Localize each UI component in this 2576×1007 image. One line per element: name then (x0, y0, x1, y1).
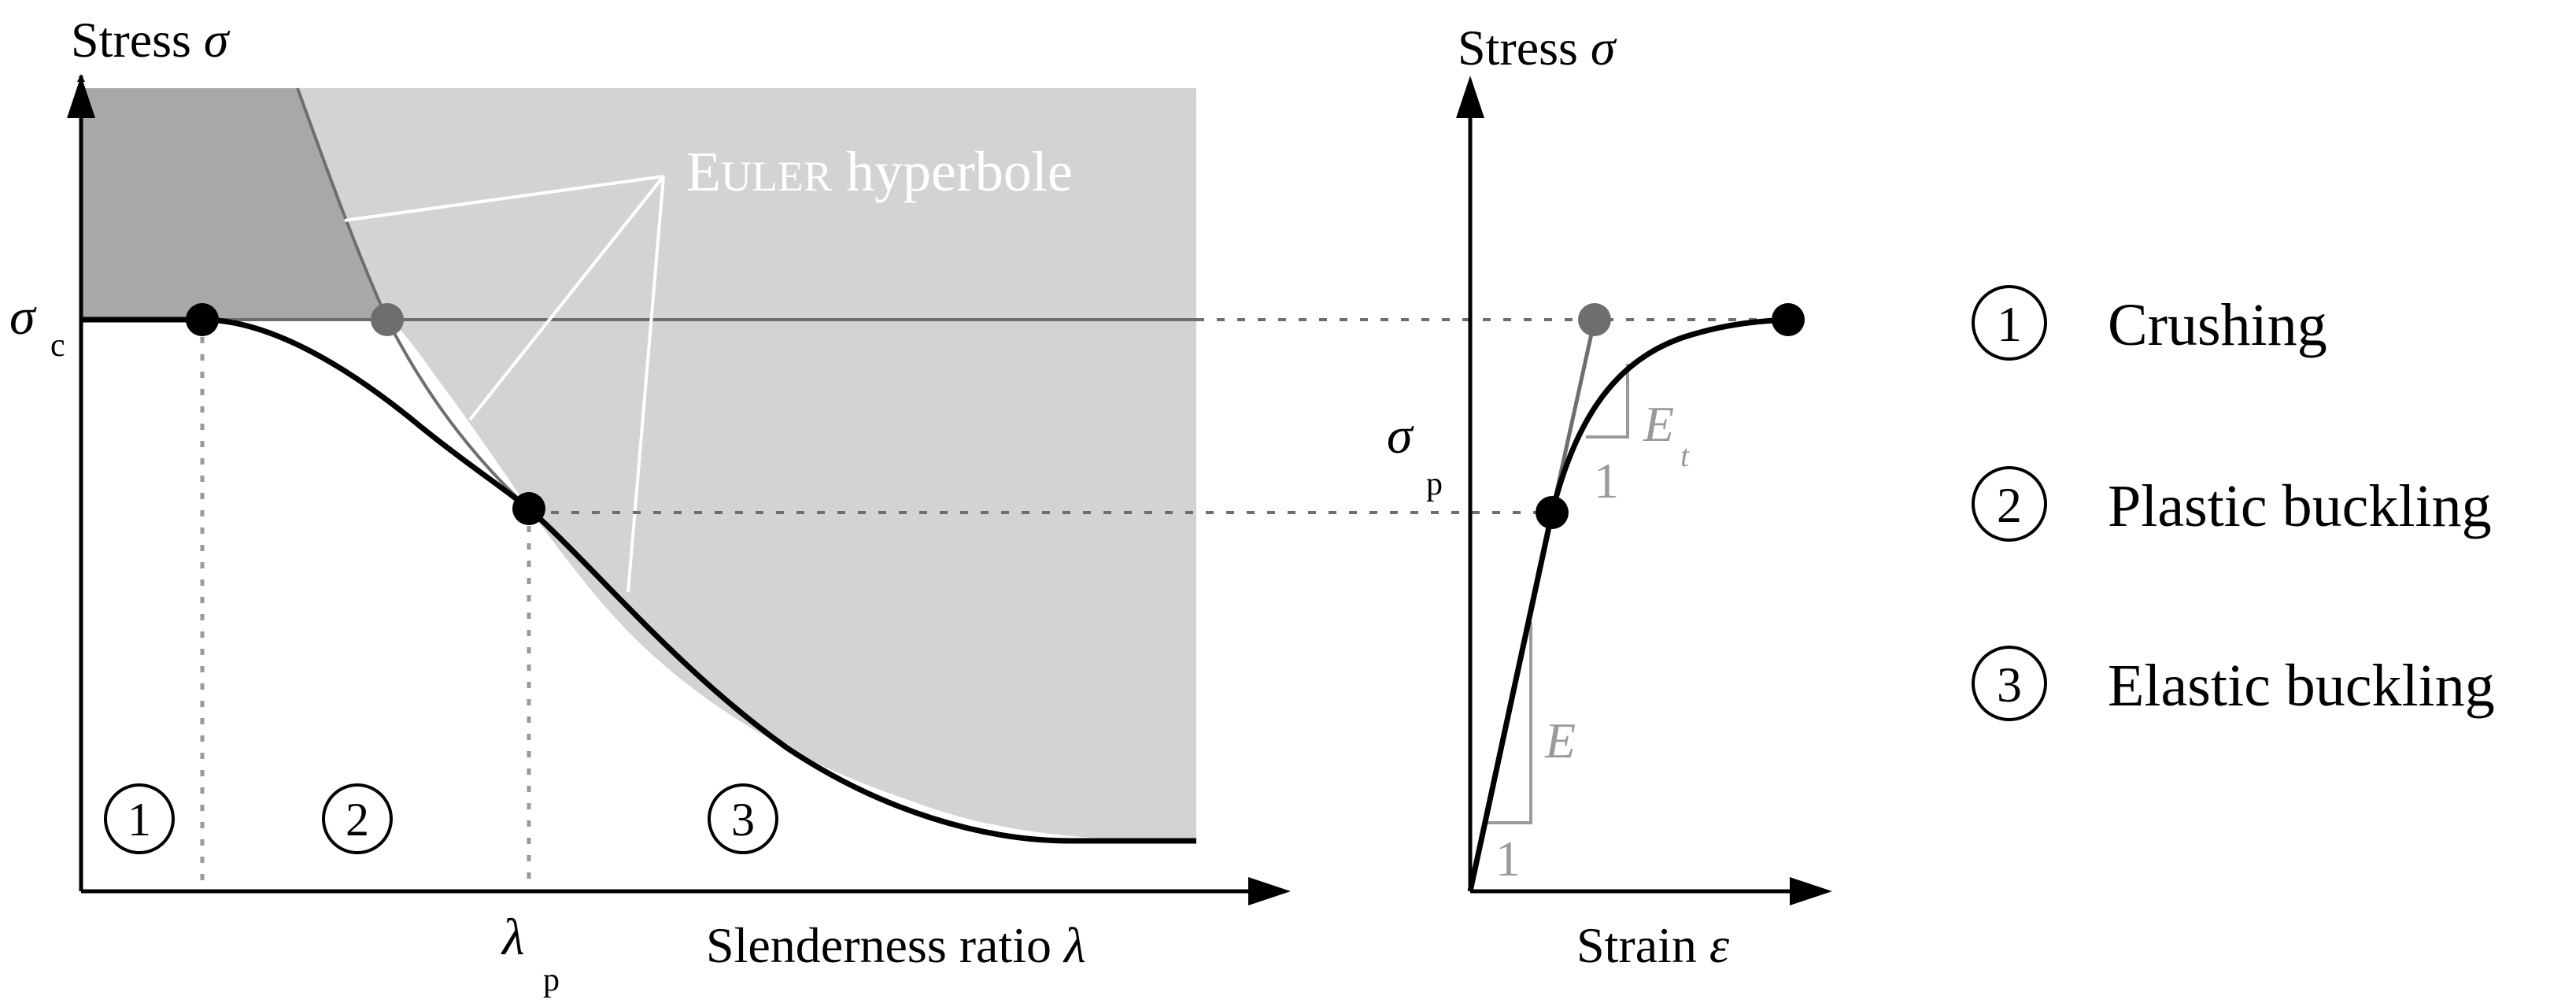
buckling-region-fill (298, 88, 1196, 841)
svg-text:1: 1 (128, 794, 151, 846)
svg-text:1: 1 (1997, 296, 2022, 352)
stress-strain-curve (1467, 317, 1789, 892)
left-y-axis-label: Stress σ (71, 12, 231, 68)
svg-text:2: 2 (346, 794, 369, 846)
svg-text:3: 3 (731, 794, 755, 846)
right-y-axis-label: Stress σ (1458, 20, 1617, 76)
legend-item-elastic-buckling: 3 Elastic buckling (1972, 646, 2495, 721)
legend-item-plastic-buckling: 2 Plastic buckling (1972, 466, 2492, 542)
left-y-axis-arrowhead (67, 76, 95, 118)
right-x-axis-label: Strain ε (1576, 917, 1730, 973)
tangent-slope-run-label: 1 (1594, 453, 1619, 509)
legend-label-elastic-buckling: Elastic buckling (2108, 653, 2495, 719)
legend: 1 Crushing 2 Plastic buckling 3 Elastic … (1972, 285, 2495, 721)
legend-item-crushing: 1 Crushing (1972, 285, 2327, 361)
left-diagram: Stress σ σ c EULER hyperbole λ p Slender… (9, 12, 1788, 998)
region-marker-1: 1 (104, 783, 175, 854)
tangent-modulus-subscript: t (1680, 438, 1690, 473)
elastic-slope-triangle (1484, 622, 1532, 824)
region-marker-2: 2 (322, 783, 393, 854)
legend-label-crushing: Crushing (2108, 292, 2327, 358)
elastic-slope-run-label: 1 (1495, 831, 1521, 887)
svg-text:2: 2 (1997, 477, 2022, 533)
euler-intersection-point (371, 303, 404, 336)
sigma-c-label: σ (9, 288, 37, 346)
right-diagram: E 1 E t 1 Stress σ σ p Strain ε (1387, 20, 1832, 973)
svg-text:3: 3 (1997, 657, 2022, 713)
crushing-strength-point (1772, 303, 1805, 336)
right-y-axis-arrowhead (1456, 76, 1484, 118)
tangent-intersection-point (1578, 303, 1611, 336)
lambda-p-subscript: p (543, 962, 560, 998)
legend-label-plastic-buckling: Plastic buckling (2108, 473, 2492, 539)
euler-label-pointers (344, 175, 665, 593)
elastic-modulus-label: E (1544, 713, 1576, 768)
right-x-axis-arrowhead (1790, 877, 1832, 905)
proportional-limit-point (1536, 496, 1569, 529)
lambda-p-label: λ (501, 909, 525, 966)
sigma-p-subscript: p (1426, 466, 1443, 502)
left-x-axis-label: Slenderness ratio λ (706, 917, 1086, 973)
column-strength-curve (81, 317, 1196, 844)
sigma-c-subscript: c (50, 328, 65, 364)
crushing-region-fill (81, 88, 387, 320)
tangent-modulus-label: E (1643, 396, 1674, 452)
tangent-slope-triangle (1586, 364, 1629, 439)
region-marker-3: 3 (708, 783, 778, 854)
lambda-p-point (512, 492, 545, 525)
left-x-axis-arrowhead (1248, 877, 1291, 905)
euler-hyperbola-label: EULER hyperbole (686, 140, 1073, 203)
crushing-point (186, 303, 219, 336)
sigma-p-label: σ (1387, 407, 1414, 465)
